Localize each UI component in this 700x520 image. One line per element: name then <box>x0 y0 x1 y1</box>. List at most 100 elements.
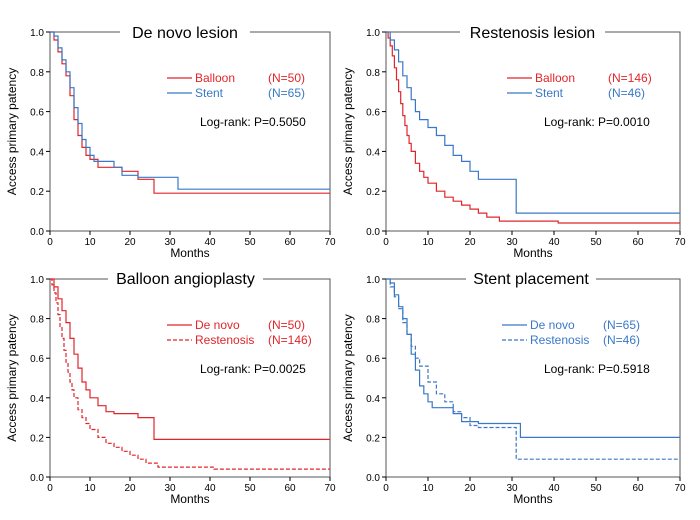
y-tick-label: 0.8 <box>366 315 380 326</box>
x-tick-label: 10 <box>422 237 434 248</box>
legend-n: (N=46) <box>608 86 645 100</box>
x-tick-label: 40 <box>548 237 560 248</box>
logrank-annotation: Log-rank: P=0.5918 <box>544 362 650 376</box>
x-tick-label: 70 <box>674 483 686 494</box>
legend-n: (N=146) <box>268 333 312 347</box>
x-axis-label: Months <box>513 246 552 260</box>
y-axis-label: Access primary patency <box>5 68 19 195</box>
legend-label: Balloon <box>535 71 575 85</box>
x-tick-label: 0 <box>383 237 389 248</box>
x-tick-label: 0 <box>47 483 53 494</box>
plot-frame <box>385 31 681 232</box>
x-tick-label: 30 <box>506 483 518 494</box>
x-tick-label: 10 <box>422 483 434 494</box>
x-tick-label: 60 <box>632 483 644 494</box>
y-axis-label: Access primary patency <box>5 314 19 441</box>
x-tick-label: 50 <box>244 483 256 494</box>
title-box <box>460 20 605 44</box>
y-tick-label: 0.8 <box>30 68 44 79</box>
chart-title: Restenosis lesion <box>470 25 595 42</box>
y-tick-label: 0.4 <box>30 147 44 158</box>
x-tick-label: 70 <box>674 237 686 248</box>
y-tick-label: 1.0 <box>30 275 44 286</box>
chart-title: Balloon angioplasty <box>116 271 255 288</box>
y-tick-label: 0.2 <box>30 433 44 444</box>
x-tick-label: 70 <box>324 237 336 248</box>
y-tick-label: 1.0 <box>366 28 380 39</box>
chart-title: Stent placement <box>473 271 589 288</box>
y-tick-label: 0.2 <box>366 433 380 444</box>
x-axis-label: Months <box>513 492 552 506</box>
x-tick-label: 30 <box>164 237 176 248</box>
logrank-annotation: Log-rank: P=0.0010 <box>544 115 650 129</box>
title-box <box>108 266 263 290</box>
x-tick-label: 50 <box>244 237 256 248</box>
x-tick-label: 10 <box>84 483 96 494</box>
legend-label: Restenosis <box>195 333 254 347</box>
chart-title: De novo lesion <box>132 25 238 42</box>
logrank-annotation: Log-rank: P=0.5050 <box>200 115 306 129</box>
legend-n: (N=50) <box>268 318 305 332</box>
y-tick-label: 1.0 <box>366 275 380 286</box>
logrank-annotation: Log-rank: P=0.0025 <box>200 362 306 376</box>
x-tick-label: 40 <box>204 237 216 248</box>
x-tick-label: 30 <box>506 237 518 248</box>
title-box <box>466 266 596 290</box>
y-tick-label: 0.6 <box>30 354 44 365</box>
x-tick-label: 20 <box>124 237 136 248</box>
y-tick-label: 0.4 <box>366 147 380 158</box>
y-axis-label: Access primary patency <box>341 68 355 195</box>
x-tick-label: 50 <box>590 483 602 494</box>
legend-label: Stent <box>195 86 224 100</box>
y-tick-label: 0.4 <box>30 394 44 405</box>
y-tick-label: 0.8 <box>30 315 44 326</box>
legend-n: (N=65) <box>603 318 640 332</box>
x-tick-label: 0 <box>383 483 389 494</box>
x-tick-label: 60 <box>284 237 296 248</box>
x-tick-label: 20 <box>464 237 476 248</box>
y-tick-label: 0.0 <box>366 227 380 238</box>
series-line-2 <box>50 31 330 190</box>
panel-2: 0 10 20 30 40 50 60 70 0.0 0.2 0.4 0.6 0.8 1.0 Months A… <box>341 20 686 260</box>
x-tick-label: 60 <box>284 483 296 494</box>
y-tick-label: 0.2 <box>366 187 380 198</box>
x-tick-label: 0 <box>47 237 53 248</box>
legend-n: (N=65) <box>268 86 305 100</box>
x-tick-label: 20 <box>464 483 476 494</box>
y-tick-label: 0.0 <box>30 473 44 484</box>
series-line-1 <box>50 31 330 194</box>
x-tick-label: 50 <box>590 237 602 248</box>
y-tick-label: 0.0 <box>366 473 380 484</box>
legend-label: Restenosis <box>530 333 589 347</box>
series-line-2 <box>50 278 330 470</box>
x-axis-label: Months <box>170 492 209 506</box>
y-tick-label: 0.8 <box>366 68 380 79</box>
series-line-2 <box>386 278 680 460</box>
legend-n: (N=46) <box>603 333 640 347</box>
legend-n: (N=146) <box>608 71 652 85</box>
series-line-1 <box>386 278 680 438</box>
legend-label: Stent <box>535 86 564 100</box>
x-axis-label: Months <box>170 246 209 260</box>
x-tick-label: 40 <box>204 483 216 494</box>
y-axis-label: Access primary patency <box>341 314 355 441</box>
y-tick-label: 0.2 <box>30 187 44 198</box>
y-tick-label: 1.0 <box>30 28 44 39</box>
x-tick-label: 60 <box>632 237 644 248</box>
legend-n: (N=50) <box>268 71 305 85</box>
panel-4: 0 10 20 30 40 50 60 70 0.0 0.2 0.4 0.6 0.8 1.0 Months A… <box>341 266 686 506</box>
title-box <box>120 20 250 44</box>
x-tick-label: 30 <box>164 483 176 494</box>
y-tick-label: 0.6 <box>366 354 380 365</box>
legend-label: De novo <box>530 318 575 332</box>
y-tick-label: 0.6 <box>30 108 44 119</box>
series-line-1 <box>386 31 680 224</box>
series-line-2 <box>386 31 680 214</box>
plot-frame <box>49 31 331 232</box>
y-tick-label: 0.0 <box>30 227 44 238</box>
legend-label: Balloon <box>195 71 235 85</box>
legend-label: De novo <box>195 318 240 332</box>
plot-frame <box>49 278 331 478</box>
y-tick-label: 0.6 <box>366 108 380 119</box>
